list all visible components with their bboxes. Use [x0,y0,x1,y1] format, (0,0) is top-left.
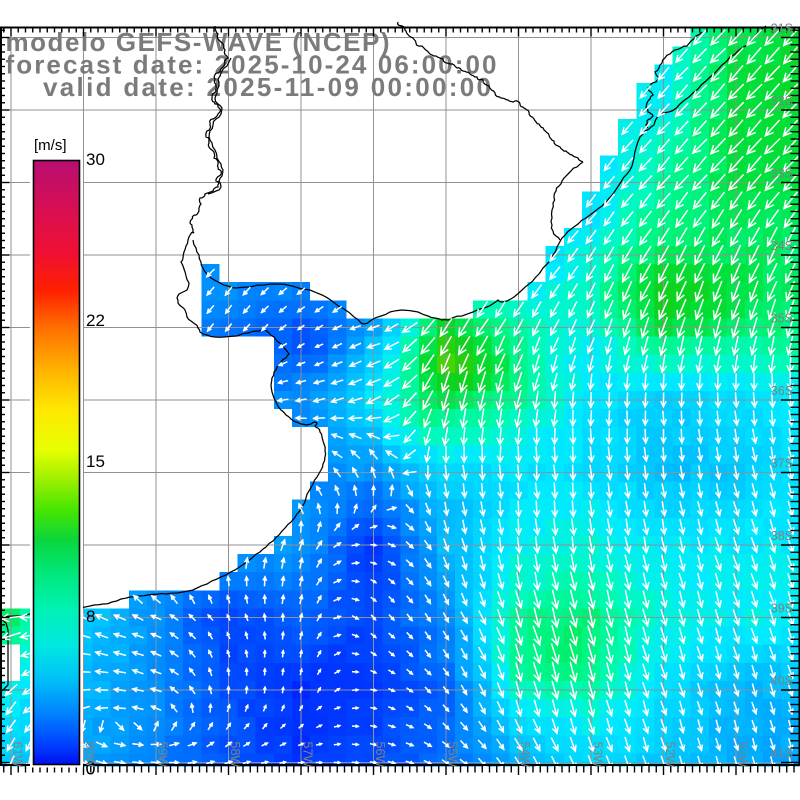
svg-text:forecast date: 2025-10-24 06:0: forecast date: 2025-10-24 06:00:00 [6,50,497,80]
svg-text:51W: 51W [736,742,750,768]
svg-text:41S: 41S [771,747,793,761]
svg-text:34S: 34S [771,239,793,253]
svg-text:35S: 35S [771,312,793,326]
svg-text:55W: 55W [446,742,460,768]
svg-text:58W: 58W [228,742,242,768]
svg-text:36S: 36S [771,384,793,398]
svg-text:30: 30 [86,150,105,169]
svg-text:54W: 54W [518,742,532,768]
svg-text:40S: 40S [771,674,793,688]
svg-text:33S: 33S [771,167,793,181]
svg-text:59W: 59W [156,742,170,768]
svg-text:53W: 53W [591,742,605,768]
svg-text:56W: 56W [373,742,387,768]
svg-text:31S: 31S [771,22,793,36]
svg-text:valid date: 2025-11-09 00:00:0: valid date: 2025-11-09 00:00:00 [43,72,491,102]
svg-text:0: 0 [86,759,96,779]
svg-text:15: 15 [86,452,105,471]
svg-text:8: 8 [86,607,95,626]
svg-text:52W: 52W [663,742,677,768]
svg-text:38S: 38S [771,529,793,543]
svg-text:[m/s]: [m/s] [34,137,67,154]
svg-text:37S: 37S [771,457,793,471]
svg-text:60W: 60W [83,742,97,768]
svg-text:22: 22 [86,311,105,330]
svg-text:57W: 57W [301,742,315,768]
svg-text:61W: 61W [11,742,25,768]
svg-text:39S: 39S [771,602,793,616]
svg-text:32S: 32S [771,94,793,108]
